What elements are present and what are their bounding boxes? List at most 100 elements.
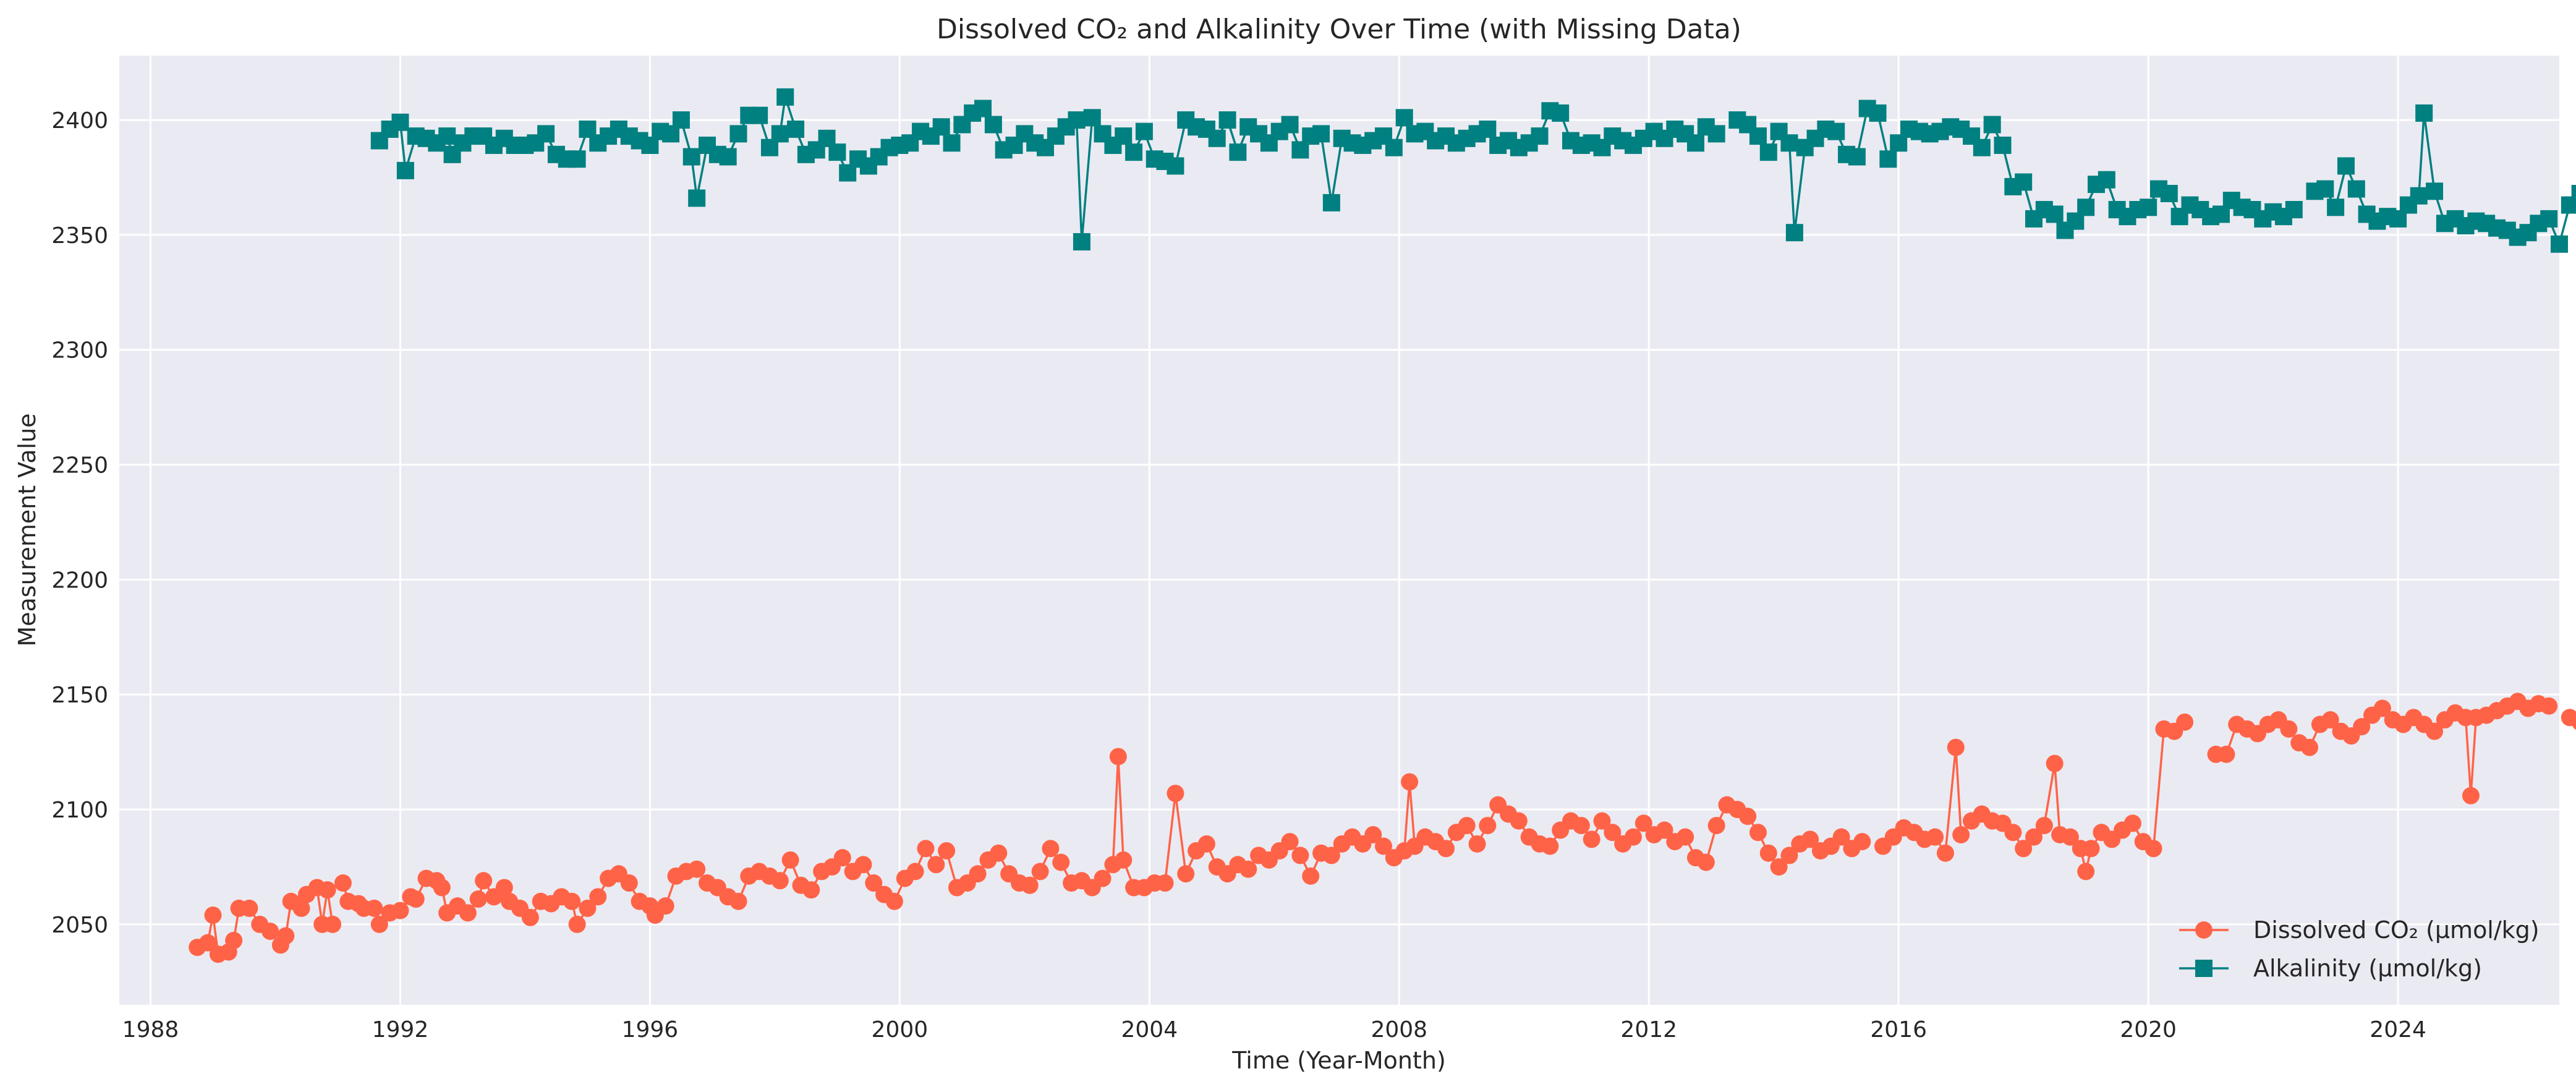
data-point (1281, 116, 1299, 134)
data-point (672, 111, 690, 129)
data-point (2046, 754, 2064, 772)
data-point (885, 892, 903, 910)
x-axis-label: Time (Year-Month) (1231, 1047, 1446, 1074)
data-point (1115, 851, 1133, 869)
data-point (1177, 865, 1195, 883)
x-tick-label: 1988 (122, 1017, 179, 1043)
data-point (1686, 134, 1704, 152)
data-point (370, 915, 388, 933)
data-point (391, 113, 409, 131)
data-point (1634, 814, 1652, 832)
data-point (459, 904, 477, 922)
data-point (334, 874, 352, 892)
legend: Dissolved CO₂ (μmol/kg) Alkalinity (μmol/… (2179, 916, 2540, 982)
data-point (2426, 722, 2444, 740)
data-point (854, 856, 872, 874)
data-point (1973, 139, 1991, 156)
data-point (2540, 697, 2558, 715)
data-point (1656, 821, 1673, 839)
data-point (225, 931, 243, 949)
data-point (2004, 824, 2022, 842)
data-point (2280, 720, 2298, 738)
data-point (1167, 785, 1184, 803)
data-point (1312, 125, 1330, 143)
x-tick-label: 2000 (872, 1017, 929, 1043)
data-point (1239, 860, 1257, 878)
legend-label: Dissolved CO₂ (μmol/kg) (2253, 916, 2540, 944)
data-point (1479, 120, 1497, 138)
data-point (2327, 198, 2345, 216)
legend-item: Dissolved CO₂ (μmol/kg) (2179, 916, 2540, 944)
data-point (1229, 143, 1247, 161)
data-point (1780, 134, 1798, 152)
data-point (719, 148, 737, 166)
data-point (292, 899, 310, 917)
y-tick-label: 2300 (51, 338, 108, 364)
data-point (2347, 180, 2365, 198)
data-point (1479, 817, 1497, 835)
data-point (2337, 157, 2355, 175)
data-point (1083, 109, 1101, 127)
data-point (1125, 143, 1143, 161)
data-point (1827, 122, 1845, 140)
data-point (1697, 853, 1715, 871)
data-point (1624, 828, 1642, 846)
data-point (932, 118, 950, 136)
data-point (204, 906, 222, 924)
y-axis: 2050 2100 2150 2200 2250 2300 2350 2400 (51, 108, 108, 938)
data-point (396, 161, 414, 179)
data-point (729, 892, 747, 910)
data-point (407, 890, 425, 908)
data-point (917, 840, 935, 858)
data-point (2217, 745, 2235, 763)
data-point (2098, 171, 2115, 189)
data-point (1770, 858, 1788, 876)
data-point (2410, 187, 2428, 205)
data-point (521, 908, 539, 926)
data-point (2285, 201, 2303, 219)
data-point (1593, 812, 1611, 830)
data-point (1510, 812, 1528, 830)
data-point (1364, 825, 1382, 843)
legend-label: Alkalinity (μmol/kg) (2253, 955, 2482, 982)
data-point (1604, 824, 1622, 842)
data-point (2140, 198, 2157, 216)
data-point (277, 927, 295, 945)
data-point (2015, 840, 2033, 858)
data-point (1759, 844, 1777, 862)
data-point (2082, 840, 2100, 858)
data-point (2373, 699, 2391, 717)
y-tick-label: 2250 (51, 453, 108, 479)
data-point (2123, 814, 2141, 832)
data-point (240, 899, 258, 917)
data-point (2321, 711, 2339, 729)
data-point (1780, 847, 1798, 864)
data-point (2571, 714, 2576, 730)
data-point (1468, 835, 1486, 853)
x-tick-label: 2004 (1121, 1017, 1178, 1043)
legend-item: Alkalinity (μmol/kg) (2179, 955, 2482, 982)
data-point (984, 116, 1002, 134)
data-point (969, 865, 987, 883)
data-point (2415, 104, 2433, 122)
y-tick-label: 2050 (51, 913, 108, 938)
data-point (1848, 148, 1866, 166)
data-point (833, 849, 851, 867)
x-tick-label: 2012 (1620, 1017, 1677, 1043)
data-point (1869, 104, 1887, 122)
data-point (1936, 844, 1954, 862)
data-point (2145, 840, 2162, 858)
y-tick-label: 2400 (51, 108, 108, 134)
data-point (1853, 833, 1871, 851)
y-axis-label: Measurement Value (14, 413, 41, 646)
data-point (1395, 109, 1413, 127)
data-point (1021, 876, 1039, 894)
data-point (579, 899, 597, 917)
x-tick-label: 2024 (2370, 1017, 2426, 1043)
data-point (2046, 205, 2064, 223)
data-point (1031, 863, 1049, 881)
y-tick-label: 2150 (51, 683, 108, 708)
data-point (990, 844, 1008, 862)
data-point (1322, 194, 1340, 211)
